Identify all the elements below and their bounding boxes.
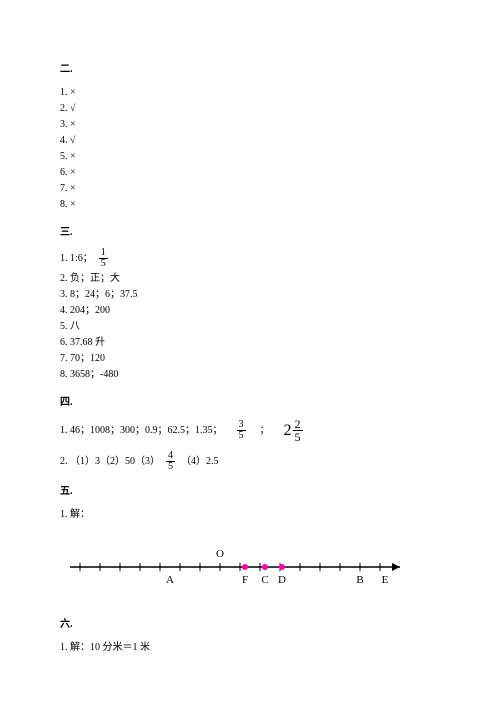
s3-item: 8. 3658；-480 — [60, 367, 440, 383]
fraction-4-5: 4 5 — [166, 451, 175, 472]
s4-i1-sep: ； — [260, 423, 270, 438]
s2-item: 8. × — [60, 197, 440, 213]
s2-item: 6. × — [60, 165, 440, 181]
label-d: D — [278, 574, 286, 586]
s2-item: 3. × — [60, 117, 440, 133]
label-b: B — [356, 574, 363, 586]
s3-item: 3. 8；24；6；37.5 — [60, 287, 440, 303]
s4-item-2: 2. （1）3（2）50（3） 4 5 （4）2.5 — [60, 451, 440, 472]
s2-item: 4. √ — [60, 133, 440, 149]
s2-item: 2. √ — [60, 101, 440, 117]
label-c: C — [261, 574, 268, 586]
label-a: A — [166, 574, 174, 586]
s3-i1-prefix: 1. 1:6； — [60, 251, 93, 266]
label-f: F — [242, 574, 248, 586]
frac-den: 5 — [99, 259, 108, 269]
frac-den: 5 — [237, 431, 246, 441]
s4-i2-b: （4）2.5 — [181, 454, 219, 469]
section-2-title: 二. — [60, 62, 440, 77]
s4-i2-a: 2. （1）3（2）50（3） — [60, 454, 160, 469]
section-5-title: 五. — [60, 484, 440, 499]
s3-item: 2. 负；正；大 — [60, 271, 440, 287]
arrow-head-icon — [392, 563, 400, 571]
section-4-title: 四. — [60, 395, 440, 410]
section-3-title: 三. — [60, 225, 440, 240]
fraction-1-5: 1 5 — [99, 248, 108, 269]
label-e: E — [382, 574, 389, 586]
mixed-2-2-5: 2 2 5 — [284, 418, 303, 443]
frac-den: 5 — [293, 431, 303, 443]
fraction-3-5: 3 5 — [237, 420, 246, 441]
point-d-dot — [279, 564, 285, 570]
frac-den: 5 — [166, 462, 175, 472]
s6-item-1: 1. 解：10 分米＝1 米 — [60, 640, 440, 656]
point-f-dot — [242, 564, 248, 570]
s3-item: 7. 70；120 — [60, 351, 440, 367]
s4-item-1: 1. 46；1008；300；0.9；62.5；1.35； 3 5 ； 2 2 … — [60, 418, 440, 443]
label-o: O — [216, 548, 224, 560]
s2-item: 5. × — [60, 149, 440, 165]
s5-item-1: 1. 解： — [60, 507, 440, 523]
section-6-title: 六. — [60, 617, 440, 632]
s3-item: 5. 八 — [60, 319, 440, 335]
s3-item: 4. 204；200 — [60, 303, 440, 319]
number-line: O A F C D B E — [60, 537, 440, 597]
s4-i1-prefix: 1. 46；1008；300；0.9；62.5；1.35； — [60, 423, 223, 438]
s3-item-1: 1. 1:6； 1 5 — [60, 248, 440, 269]
s3-item: 6. 37.68 升 — [60, 335, 440, 351]
s2-item: 1. × — [60, 85, 440, 101]
s2-item: 7. × — [60, 181, 440, 197]
point-c-dot — [262, 564, 268, 570]
mixed-whole: 2 — [284, 419, 292, 443]
